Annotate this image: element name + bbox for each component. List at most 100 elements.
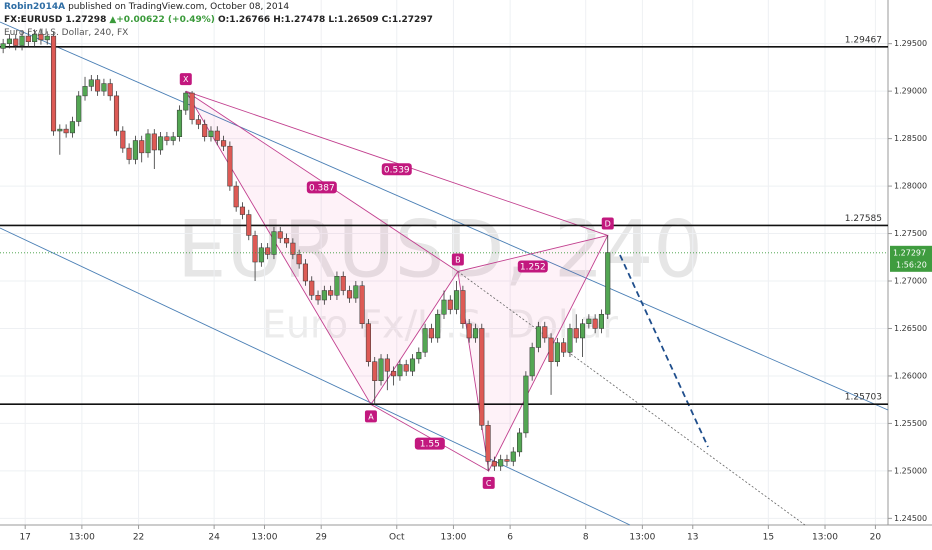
candle-body <box>126 147 132 160</box>
ohlc-high: H:1.27478 <box>273 15 326 25</box>
candle-body <box>353 285 359 299</box>
x-tick-label: 13 <box>687 533 698 543</box>
candle-body <box>365 323 371 362</box>
point-box <box>601 217 614 230</box>
candle-body <box>561 342 567 353</box>
point-box <box>179 73 192 86</box>
candle-body <box>145 133 151 154</box>
candle-body <box>227 145 233 187</box>
candle-body <box>214 130 220 141</box>
candle-body <box>44 35 50 41</box>
candle-body <box>573 328 579 339</box>
y-tick-label: 1.26000 <box>894 371 927 380</box>
point-box <box>482 476 495 489</box>
channel-line <box>0 227 631 526</box>
ohlc-low: L:1.26509 <box>328 15 379 25</box>
y-tick-label: 1.27000 <box>894 277 927 286</box>
candle-body <box>403 364 409 372</box>
y-tick-label: 1.25000 <box>894 466 927 475</box>
y-tick-label: 1.29000 <box>894 87 927 96</box>
x-tick-label: 13:00 <box>252 533 278 543</box>
candle-body <box>447 299 453 310</box>
candle-body <box>441 299 447 315</box>
projection <box>619 254 709 448</box>
point-label: B <box>455 256 461 265</box>
candle-body <box>95 79 101 92</box>
candle-body <box>63 128 69 134</box>
x-tick-label: 13:00 <box>440 533 466 543</box>
candle-body <box>208 130 214 137</box>
candle-body <box>567 328 573 353</box>
ratio-box <box>414 437 445 450</box>
symbol: FX:EURUSD <box>4 15 63 25</box>
candle-body <box>69 121 75 134</box>
level-label: 1.25703 <box>845 393 882 403</box>
candle-body <box>302 263 308 282</box>
candle-body <box>586 318 592 324</box>
candle-body <box>252 235 258 263</box>
x-tick-label: 20 <box>870 533 882 543</box>
candle-body <box>101 83 107 92</box>
candle-body <box>340 276 346 291</box>
ratio-box <box>306 181 337 194</box>
candle-body <box>315 295 321 301</box>
candle-body <box>523 375 529 434</box>
candle-body <box>233 185 239 208</box>
candle-body <box>176 109 183 137</box>
candle-body <box>397 364 403 377</box>
candle-body <box>554 342 560 362</box>
author[interactable]: Robin2014A <box>4 2 66 12</box>
level-label: 1.27585 <box>845 214 882 224</box>
y-tick-label: 1.28000 <box>894 182 927 191</box>
candle-body <box>6 38 12 44</box>
candle-body <box>183 92 189 111</box>
ratio-label: 1.55 <box>420 440 440 450</box>
point-box <box>451 253 464 266</box>
candle-body <box>378 358 384 381</box>
candle-body <box>491 461 497 467</box>
x-tick-label: 22 <box>133 533 144 543</box>
candle-body <box>189 92 195 120</box>
candle-body <box>359 285 365 324</box>
ohlc-close: C:1.27297 <box>381 15 433 25</box>
candle-body <box>535 326 542 348</box>
candle-body <box>271 231 277 255</box>
candle-body <box>113 95 120 132</box>
point-label: X <box>183 75 189 84</box>
candle-body <box>346 290 353 299</box>
candle-body <box>391 370 397 377</box>
header-line: Robin2014A published on TradingView.com, … <box>4 1 436 14</box>
last: 1.27298 <box>65 15 107 25</box>
candle-body <box>517 432 523 453</box>
candle-body <box>498 459 504 467</box>
ratio-box <box>517 260 548 273</box>
candle-body <box>32 33 38 43</box>
candle-body <box>57 128 63 132</box>
y-tick-label: 1.29500 <box>894 39 927 48</box>
candle-body <box>202 124 208 137</box>
candle-body <box>580 323 586 339</box>
published: published on TradingView.com, October 08… <box>68 2 290 12</box>
candle-body <box>246 214 252 236</box>
candle-body <box>258 247 264 263</box>
y-tick-label: 1.24500 <box>894 514 927 523</box>
ratio-label: 1.252 <box>520 262 546 272</box>
candle-body <box>334 276 340 296</box>
x-tick-label: 17 <box>19 533 30 543</box>
candle-body <box>25 35 31 43</box>
candle-body <box>479 328 485 426</box>
candle-body <box>164 136 170 141</box>
candle-body <box>296 254 302 265</box>
ratio-label: 0.387 <box>309 183 335 193</box>
candle-body <box>38 33 44 41</box>
candle-body <box>372 361 378 381</box>
candle-body <box>454 290 460 310</box>
candle-body <box>504 459 510 462</box>
candle-body <box>328 290 334 296</box>
candle-body <box>422 328 428 353</box>
candle-body <box>409 358 416 372</box>
point-label: C <box>486 479 492 488</box>
last-price-label: 1.27297 <box>893 248 926 257</box>
candle-body <box>485 425 491 462</box>
